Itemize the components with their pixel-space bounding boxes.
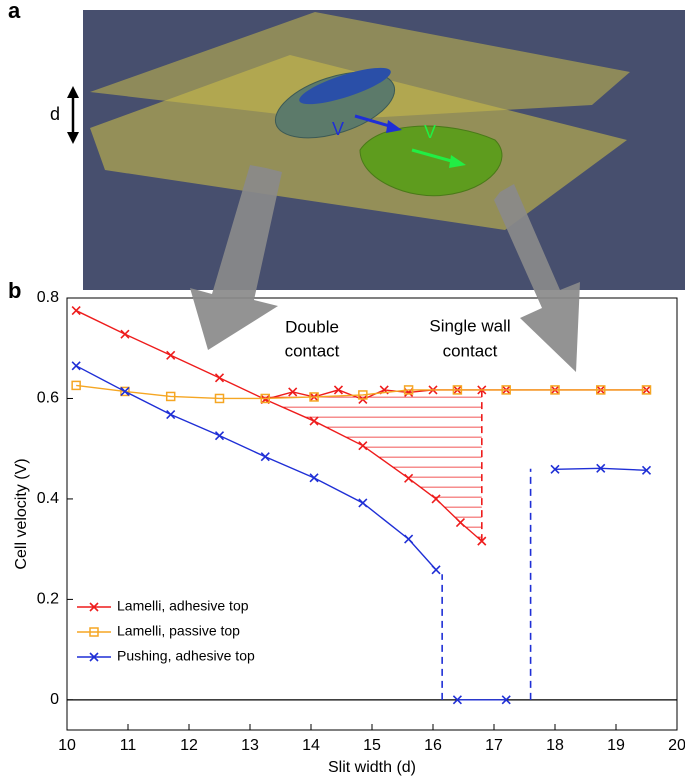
y-tick-label: 0 (50, 691, 59, 708)
d-label: d (50, 104, 60, 124)
x-tick-label: 18 (546, 737, 564, 754)
marker (71, 305, 81, 316)
annotation: Single wall (429, 316, 510, 335)
marker (358, 390, 368, 400)
x-tick-label: 15 (363, 737, 381, 754)
marker (596, 385, 606, 395)
cell-bottom (359, 125, 503, 197)
plot-frame (66, 297, 678, 731)
x-tick-label: 10 (58, 737, 76, 754)
arrow-head (449, 155, 466, 168)
marker (166, 409, 176, 420)
legend-label: Pushing, adhesive top (117, 648, 255, 664)
marker (501, 695, 511, 705)
big-arrow (494, 184, 580, 372)
x-tick-label: 16 (424, 737, 442, 754)
marker (596, 463, 606, 473)
legend-label: Lamelli, passive top (117, 623, 240, 639)
marker (309, 473, 319, 483)
marker (120, 386, 130, 396)
marker (214, 431, 225, 441)
marker (641, 385, 652, 395)
x-axis-label: Slit width (d) (328, 759, 416, 776)
bottom-plane (90, 55, 627, 230)
v-label: V (332, 119, 344, 139)
x-tick-label: 20 (668, 737, 685, 754)
marker (260, 452, 270, 462)
marker (452, 385, 463, 395)
x-tick-label: 12 (180, 737, 198, 754)
marker (288, 387, 298, 397)
v-label: V (424, 122, 436, 142)
d-arrow-head (67, 132, 79, 144)
marker (641, 465, 652, 475)
y-tick-label: 0.8 (37, 289, 59, 306)
marker (120, 329, 130, 339)
marker (431, 565, 441, 575)
marker (477, 536, 487, 546)
annotation: Double (285, 317, 339, 336)
marker (452, 695, 462, 705)
big-arrow (190, 165, 282, 350)
marker (71, 380, 81, 391)
marker (404, 473, 414, 483)
annotation: contact (285, 341, 340, 360)
x-tick-label: 11 (120, 737, 137, 754)
marker (309, 416, 319, 426)
y-axis-label: Cell velocity (V) (13, 458, 30, 569)
marker (404, 534, 414, 544)
arrow-shaft (411, 148, 456, 164)
annotation: contact (443, 341, 498, 360)
panel-label: b (8, 278, 21, 303)
marker (214, 373, 225, 383)
marker (120, 386, 130, 397)
cell-top-lamella (299, 67, 391, 105)
marker (358, 441, 368, 451)
arrow-head (386, 120, 402, 133)
legend-marker (89, 627, 99, 637)
x-tick-label: 14 (302, 737, 320, 754)
x-tick-label: 13 (241, 737, 259, 754)
panel-label: a (8, 0, 21, 23)
marker (71, 361, 81, 371)
legend-label: Lamelli, adhesive top (117, 598, 249, 614)
marker (501, 385, 511, 395)
marker (165, 391, 176, 402)
marker (550, 464, 560, 474)
y-tick-label: 0.4 (37, 490, 59, 507)
x-tick-label: 19 (607, 737, 625, 754)
marker (166, 350, 176, 360)
legend-marker (89, 652, 99, 662)
marker (358, 498, 368, 508)
marker (403, 385, 414, 395)
marker (431, 494, 441, 504)
marker (455, 517, 466, 528)
series-line (76, 384, 647, 400)
d-arrow-head (67, 86, 79, 98)
arrow-shaft (354, 114, 394, 129)
marker (333, 385, 344, 395)
marker (260, 393, 270, 404)
legend-marker (89, 602, 99, 612)
y-tick-label: 0.2 (37, 591, 59, 608)
panel-a: a d V V (8, 0, 685, 290)
marker (309, 392, 319, 402)
y-tick-label: 0.6 (37, 390, 59, 407)
marker (550, 385, 560, 395)
x-tick-label: 17 (485, 737, 503, 754)
marker (214, 393, 225, 404)
